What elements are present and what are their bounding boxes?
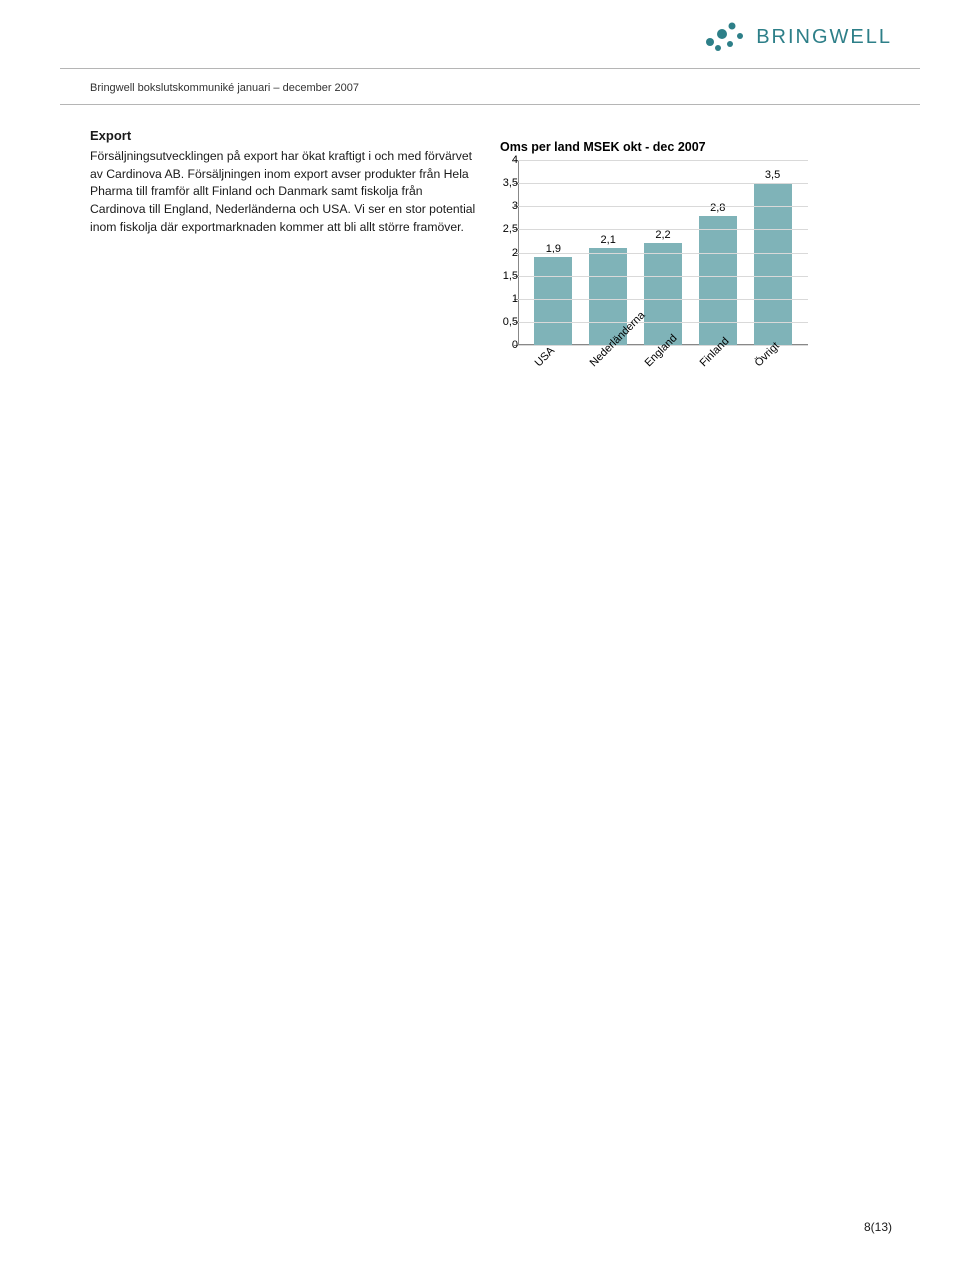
bar xyxy=(699,216,737,346)
y-tick-label: 4 xyxy=(496,154,518,166)
logo-dots-icon xyxy=(702,18,746,56)
body-paragraph: Försäljningsutvecklingen på export har ö… xyxy=(90,148,480,236)
divider-top xyxy=(60,68,920,69)
gridline xyxy=(518,253,808,254)
chart-plot-area: 1,92,12,22,83,5 00,511,522,533,54 xyxy=(518,160,818,345)
y-tick-label: 3,5 xyxy=(496,177,518,189)
bar-value-label: 2,1 xyxy=(601,234,616,246)
y-tick-label: 0 xyxy=(496,339,518,351)
chart-title: Oms per land MSEK okt - dec 2007 xyxy=(500,140,820,154)
y-tick-label: 1,5 xyxy=(496,270,518,282)
bar xyxy=(644,243,682,345)
bar-finland: 2,8 xyxy=(698,202,738,346)
y-tick-label: 2 xyxy=(496,247,518,259)
gridline xyxy=(518,206,808,207)
divider-mid xyxy=(60,104,920,105)
bar xyxy=(754,183,792,345)
bar-england: 2,2 xyxy=(643,229,683,345)
gridline xyxy=(518,229,808,230)
y-tick-label: 2,5 xyxy=(496,223,518,235)
gridline xyxy=(518,299,808,300)
y-tick-label: 3 xyxy=(496,200,518,212)
revenue-by-country-chart: Oms per land MSEK okt - dec 2007 1,9 2,1 2… xyxy=(500,140,820,430)
gridline xyxy=(518,322,808,323)
gridline xyxy=(518,276,808,277)
bar-value-label: 2,8 xyxy=(710,202,725,214)
bar-value-label: 3,5 xyxy=(765,169,780,181)
brand-logo: BRINGWELL xyxy=(702,18,892,56)
gridline xyxy=(518,183,808,184)
x-labels-container: USANederländernaEnglandFinlandÖvrigt xyxy=(518,348,810,360)
logo-text: BRINGWELL xyxy=(756,26,892,49)
section-heading: Export xyxy=(90,128,131,143)
document-subtitle: Bringwell bokslutskommuniké januari – de… xyxy=(90,82,359,94)
gridline xyxy=(518,160,808,161)
y-tick-label: 0,5 xyxy=(496,316,518,328)
bar-value-label: 2,2 xyxy=(655,229,670,241)
bar-övrigt: 3,5 xyxy=(753,169,793,345)
bar xyxy=(534,257,572,345)
page-number: 8(13) xyxy=(864,1220,892,1234)
bar-usa: 1,9 xyxy=(533,243,573,345)
y-tick-label: 1 xyxy=(496,293,518,305)
